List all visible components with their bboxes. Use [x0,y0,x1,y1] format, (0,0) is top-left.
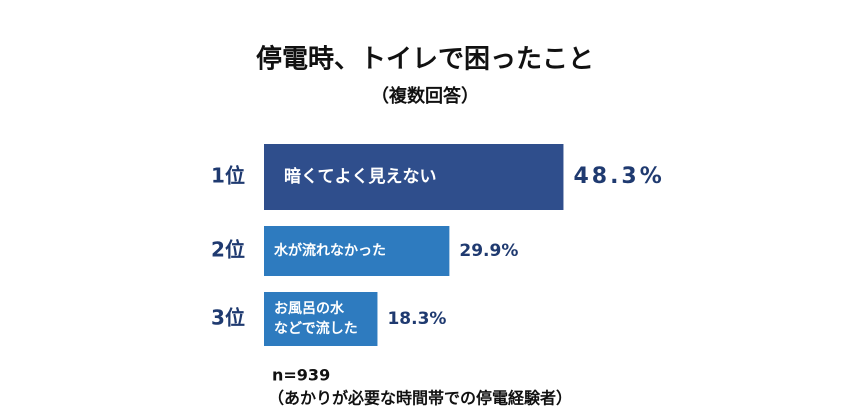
bar [264,226,450,276]
bar-label: などで流した [274,320,358,337]
rank-label: 2位 [211,238,245,262]
chart-subtitle: （複数回答） [371,85,479,107]
chart-title: 停電時、トイレで困ったこと [256,44,594,75]
value-label: 18.3% [387,309,446,329]
bar-label: 水が流れなかった [274,242,386,259]
note: n=939 [272,366,330,385]
bar-label: お風呂の水 [274,300,345,317]
value-label: 29.9% [459,241,518,261]
bar [264,292,378,346]
rank-label: 3位 [211,306,245,330]
note: （あかりが必要な時間帯での停電経験者） [268,389,572,408]
value-label: 48.3% [573,164,664,189]
bar [264,144,564,210]
bar-label: 暗くてよく見えない [284,166,437,187]
rank-label: 1位 [211,164,245,188]
